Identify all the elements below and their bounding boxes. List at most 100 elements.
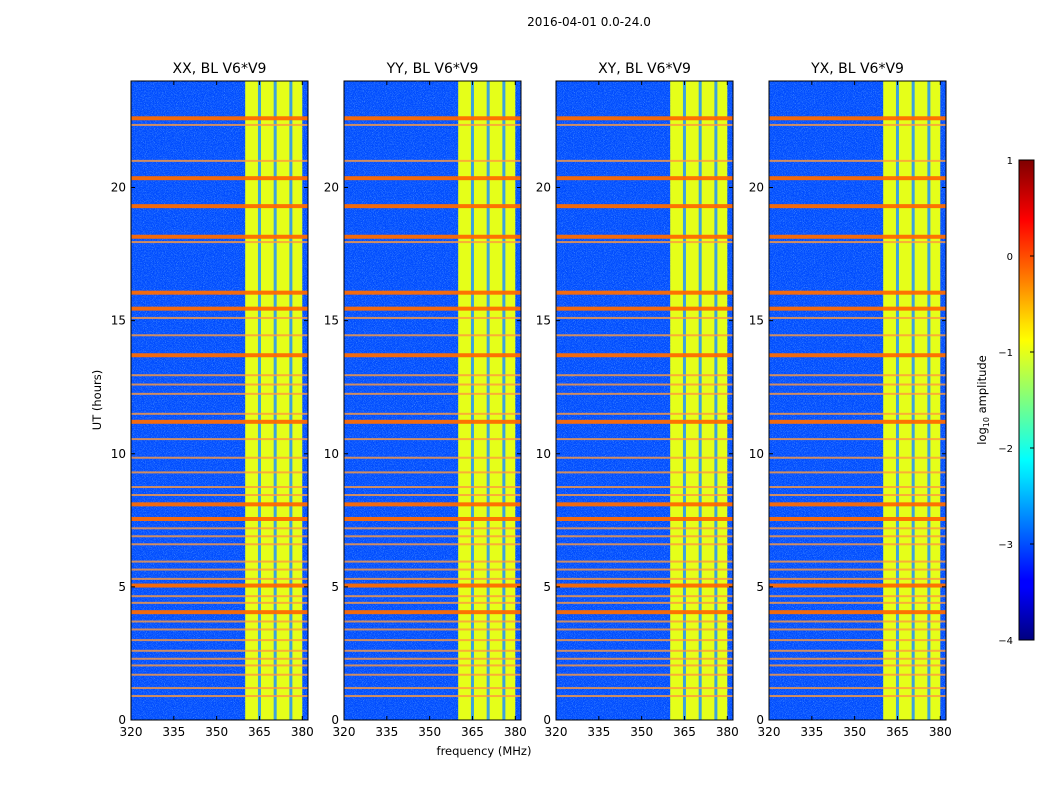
rfi-row <box>344 241 521 244</box>
rfi-row <box>131 494 308 497</box>
y-tick-label: 10 <box>324 447 339 461</box>
x-tick-label: 365 <box>886 725 909 739</box>
colorbar-gradient <box>1018 159 1035 641</box>
y-tick-label: 0 <box>756 713 764 727</box>
x-tick-label: 335 <box>162 725 185 739</box>
rfi-row <box>556 241 733 244</box>
rfi-row <box>556 687 733 690</box>
rfi-row <box>769 419 946 424</box>
rfi-row <box>556 543 733 546</box>
band-gap <box>502 81 506 720</box>
rfi-row <box>344 583 521 588</box>
y-tick-label: 10 <box>111 447 126 461</box>
x-tick-label: 380 <box>291 725 314 739</box>
panel-frame <box>555 80 734 721</box>
rfi-row <box>131 438 308 441</box>
band-gap <box>470 81 474 720</box>
rfi-row <box>769 123 946 126</box>
rfi-row <box>344 595 521 598</box>
rfi-row <box>131 628 308 631</box>
rfi-row <box>556 610 733 615</box>
rfi-row <box>556 535 733 538</box>
rfi-row <box>344 560 521 563</box>
y-tick-label: 0 <box>118 713 126 727</box>
rfi-row <box>344 649 521 652</box>
rfi-row <box>769 241 946 244</box>
rfi-row <box>556 695 733 698</box>
rfi-row <box>131 620 308 623</box>
rfi-row <box>344 412 521 415</box>
y-tick-label: 20 <box>111 181 126 195</box>
rfi-row <box>556 306 733 311</box>
rfi-row <box>344 486 521 489</box>
rfi-row <box>769 595 946 598</box>
rfi-row <box>131 241 308 244</box>
rfi-row <box>344 568 521 571</box>
rfi-row <box>556 583 733 588</box>
x-tick-label: 365 <box>248 725 271 739</box>
rfi-row <box>769 535 946 538</box>
colorbar-label-log: log <box>975 427 989 445</box>
x-tick-label: 380 <box>504 725 527 739</box>
rfi-row <box>556 204 733 209</box>
rfi-row <box>556 664 733 667</box>
y-tick-label: 20 <box>324 181 339 195</box>
panel: YY, BL V6*V9 320 335 350 365 380 0 5 10 15 20 <box>324 61 527 739</box>
rfi-row <box>344 673 521 676</box>
y-tick-label: 5 <box>543 580 551 594</box>
panel-title: YX, BL V6*V9 <box>810 61 904 77</box>
rfi-row <box>769 620 946 623</box>
rfi-row <box>344 577 521 580</box>
y-tick-label: 20 <box>536 181 551 195</box>
rfi-row <box>769 234 946 239</box>
panel: XX, BL V6*V9 320 335 350 365 380 0 5 10 15 20 <box>111 61 314 739</box>
band-gap <box>714 81 718 720</box>
rfi-row <box>556 456 733 459</box>
panel-frame <box>130 80 309 721</box>
rfi-row <box>556 383 733 386</box>
rfi-row <box>556 486 733 489</box>
rfi-row <box>769 601 946 604</box>
rfi-row <box>769 353 946 358</box>
x-axis-label: frequency (MHz) <box>437 744 532 758</box>
rfi-row <box>131 334 308 337</box>
rfi-row <box>769 649 946 652</box>
rfi-row <box>131 159 308 162</box>
rfi-row <box>769 176 946 181</box>
band-gap <box>911 81 915 720</box>
y-tick-label: 15 <box>749 314 764 328</box>
rfi-row <box>556 560 733 563</box>
rfi-row <box>131 353 308 358</box>
rfi-row <box>344 502 521 507</box>
figure-suptitle: 2016-04-01 0.0-24.0 <box>527 15 651 29</box>
rfi-row <box>769 290 946 295</box>
y-tick-label: 20 <box>749 181 764 195</box>
x-tick-label: 320 <box>545 725 568 739</box>
rfi-row <box>556 159 733 162</box>
y-tick-label: 0 <box>331 713 339 727</box>
rfi-row <box>131 316 308 319</box>
y-tick-label: 5 <box>756 580 764 594</box>
rfi-row <box>769 568 946 571</box>
rfi-row <box>556 412 733 415</box>
y-tick-label: 0 <box>543 713 551 727</box>
rfi-row <box>131 595 308 598</box>
y-axis-label: UT (hours) <box>90 370 104 430</box>
rfi-row <box>131 412 308 415</box>
colorbar-tick-label: −2 <box>998 444 1013 455</box>
rfi-row <box>131 383 308 386</box>
rfi-row <box>344 657 521 660</box>
rfi-row <box>769 494 946 497</box>
colorbar-tick-label: 1 <box>1007 156 1013 167</box>
rfi-row <box>131 583 308 588</box>
rfi-row <box>344 456 521 459</box>
rfi-row <box>769 204 946 209</box>
rfi-row <box>769 695 946 698</box>
rfi-row <box>131 577 308 580</box>
x-tick-label: 380 <box>929 725 952 739</box>
band-gap <box>927 81 931 720</box>
panel-frame <box>768 80 947 721</box>
colorbar-tick-label: −4 <box>998 636 1013 647</box>
rfi-row <box>344 535 521 538</box>
colorbar-label-sub: 10 <box>982 417 991 427</box>
